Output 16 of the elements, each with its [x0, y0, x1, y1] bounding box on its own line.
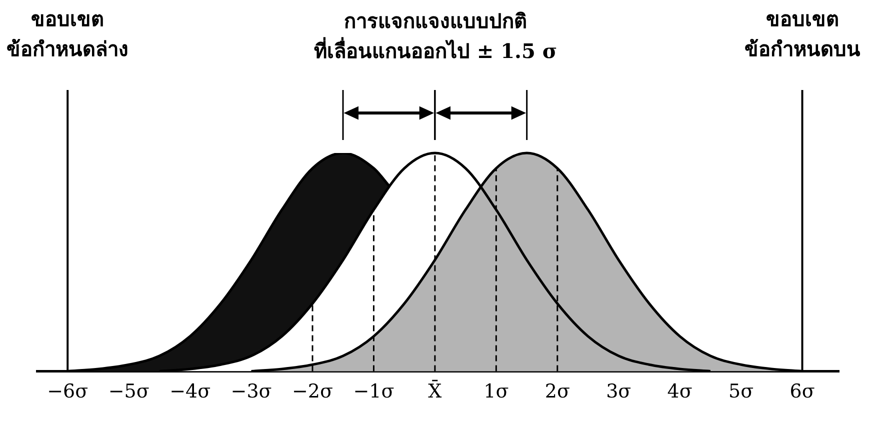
- x-tick-label: −4σ: [170, 380, 211, 403]
- x-tick-label: 5σ: [728, 380, 754, 403]
- x-tick-label: −3σ: [230, 380, 272, 403]
- x-tick-label: 3σ: [606, 380, 632, 403]
- x-tick-label: 1σ: [484, 380, 509, 403]
- ref-line-label: ขอบเขต ข้อกำหนดล่าง: [6, 7, 129, 62]
- x-tick-label: −2σ: [292, 380, 334, 403]
- x-tick-label: 6σ: [790, 380, 815, 403]
- x-tick-label: 2σ: [544, 380, 570, 403]
- ref-line-label: ขอบเขต ข้อกำหนดบน: [744, 7, 860, 62]
- x-tick-label: −5σ: [108, 380, 150, 403]
- x-tick-label: −1σ: [353, 380, 394, 403]
- x-tick-label: 4σ: [667, 380, 692, 403]
- x-tick-label: X̄: [428, 379, 442, 403]
- chart-title: การแจกแจงแบบปกติ ที่เลื่อนแกนออกไป ± 1.5 σ: [314, 9, 558, 63]
- x-tick-label: −6σ: [47, 380, 88, 403]
